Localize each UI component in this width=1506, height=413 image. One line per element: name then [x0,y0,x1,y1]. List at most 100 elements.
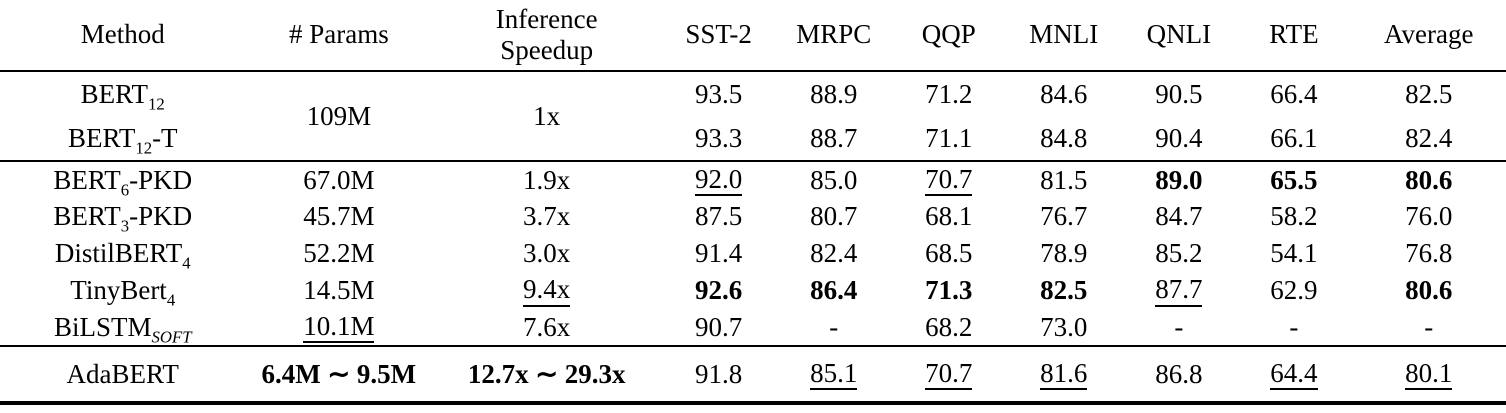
score-cell-rte: 58.2 [1236,198,1351,235]
score-cell-rte: 62.9 [1236,272,1351,309]
cell-value: - [1424,311,1434,342]
params-cell: 14.5M [245,272,432,309]
score-cell-sst2: 92.6 [661,272,776,309]
cell-value: - [829,311,839,342]
cell-value: 52.2M [303,238,375,268]
cell-value: 80.1 [1405,358,1453,391]
score-cell-rte: 66.4 [1236,71,1351,116]
cell-value: 66.4 [1270,78,1318,109]
cell-value: 93.3 [695,122,743,153]
cell-value: 86.8 [1155,358,1203,389]
speedup-cell: 9.4x [432,272,661,309]
cell-value: 85.0 [810,164,858,195]
column-header-method: Method [0,0,246,72]
score-cell-avg: 82.4 [1351,116,1506,161]
score-cell-mnli: 81.5 [1006,160,1122,198]
method-cell: DistilBERT4 [0,235,245,272]
method-name: DistilBERT [54,238,183,268]
cell-value: 92.0 [695,164,743,197]
score-cell-mnli: 76.7 [1006,198,1121,235]
cell-value: 3.0x [523,238,571,268]
cell-value: 90.4 [1155,122,1203,153]
cell-value: 71.3 [925,275,973,305]
score-cell-sst2: 93.3 [661,116,776,161]
cell-value: 91.4 [695,238,743,268]
cell-value: 82.5 [1040,275,1088,305]
score-cell-avg: 76.0 [1351,198,1506,235]
score-cell-qnli: 90.5 [1121,71,1236,116]
method-subscript: 12 [148,93,165,113]
cell-value: - [1174,311,1184,342]
column-header-rte: RTE [1236,0,1352,72]
score-cell-sst2: 92.0 [661,160,777,198]
score-cell-avg: 82.5 [1351,71,1506,116]
score-cell-qqp: 70.7 [891,345,1007,405]
cell-value: 14.5M [303,275,375,305]
method-cell: TinyBert4 [0,272,245,309]
score-cell-sst2: 91.8 [661,345,777,405]
score-cell-qqp: 68.5 [891,235,1006,272]
cell-value: 1x [533,100,561,131]
column-header-mnli: MNLI [1006,0,1122,72]
cell-value: 71.2 [925,78,973,109]
row-group-teachers: BERT12 109M 1x 93.5 88.9 71.2 84.6 90.5 66.4 82.5… [0,71,1506,161]
table-row: DistilBERT4 52.2M 3.0x 91.4 82.4 68.5 78.9 85.2… [0,235,1506,272]
params-cell: 109M [245,71,432,161]
cell-value: 66.1 [1270,122,1318,153]
params-cell: 67.0M [245,160,433,198]
cell-value: 7.6x [523,311,571,342]
column-header-qqp: QQP [891,0,1007,72]
cell-value: 91.8 [695,358,743,389]
speedup-cell: 7.6x [432,309,661,346]
score-cell-avg: 80.1 [1351,345,1506,405]
cell-value: - [1289,311,1299,342]
cell-value: 67.0M [303,164,375,195]
params-cell: 6.4M ∼ 9.5M [245,345,433,405]
method-name: AdaBERT [66,358,179,389]
method-name: BERT [80,78,149,109]
score-cell-mnli: 82.5 [1006,272,1121,309]
cell-value: 82.4 [1405,122,1453,153]
cell-value: 84.6 [1040,78,1088,109]
column-header-params: # Params [245,0,433,72]
cell-value: 88.9 [810,78,858,109]
cell-value: 81.5 [1040,164,1088,195]
score-cell-mrpc: 88.7 [776,116,891,161]
column-header-avg: Average [1351,0,1506,72]
table-row: BERT3-PKD 45.7M 3.7x 87.5 80.7 68.1 76.7 84.7 58… [0,198,1506,235]
cell-value: 10.1M [303,311,375,344]
method-subscript: 12 [135,137,153,157]
cell-value: 58.2 [1270,201,1318,231]
cell-value: 65.5 [1270,164,1318,195]
score-cell-qqp: 71.1 [891,116,1006,161]
score-cell-qqp: 68.2 [891,309,1006,346]
score-cell-mnli: 81.6 [1006,345,1122,405]
speedup-cell: 1x [432,71,661,161]
cell-value: 85.1 [810,358,858,391]
score-cell-rte: - [1236,309,1351,346]
cell-value: 76.7 [1040,201,1088,231]
cell-value: 82.4 [810,238,858,268]
table-row: BERT12-T 93.3 88.7 71.1 84.8 90.4 66.1 82.4 [0,116,1506,161]
method-name: BERT [67,122,136,153]
score-cell-mrpc: 80.7 [776,198,891,235]
score-cell-qqp: 71.3 [891,272,1006,309]
score-cell-sst2: 87.5 [661,198,776,235]
method-cell: BERT6-PKD [0,160,246,198]
cell-value: 87.7 [1155,275,1203,307]
method-suffix: -PKD [129,164,193,195]
row-group-ours: AdaBERT 6.4M ∼ 9.5M 12.7x ∼ 29.3x 91.8 85.1 7… [0,345,1506,405]
score-cell-mrpc: 88.9 [776,71,891,116]
cell-value: 84.8 [1040,122,1088,153]
score-cell-rte: 66.1 [1236,116,1351,161]
table-row: BERT6-PKD 67.0M 1.9x 92.0 85.0 70.7 81.5 89.0 65… [0,160,1506,198]
column-header-speedup: Inference Speedup [432,0,662,72]
score-cell-avg: - [1351,309,1506,346]
cell-value: 85.2 [1155,238,1203,268]
cell-value: 80.7 [810,201,858,231]
score-cell-qqp: 70.7 [891,160,1007,198]
cell-value: 80.6 [1405,164,1453,195]
score-cell-mrpc: 82.4 [776,235,891,272]
header-row: Method # Params Inference Speedup SST-2 MRPC… [0,0,1506,72]
